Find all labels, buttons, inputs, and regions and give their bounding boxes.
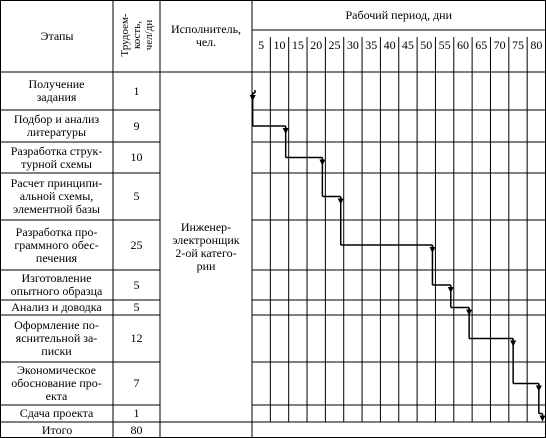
executor: Инженер- электронщик 2-ой катего- рии [172,220,240,273]
labor-header: Трудоем- кость, чел/дн [119,13,155,57]
stage-name: Оформление по- яснительной за- писки [14,318,99,358]
stage-duration: 12 [130,331,143,345]
stage-name: Подбор и анализ литературы [13,112,100,139]
day-label: 75 [511,37,524,52]
stage-duration: 1 [133,406,140,420]
day-label: 65 [475,37,488,52]
day-label: 45 [401,37,414,52]
day-label: 35 [365,37,378,52]
stage-name: Разработка про- граммного обес- печения [14,224,99,265]
period-header: Рабочий период, дни [345,7,453,22]
stage-name: Расчет принципи- альной схемы, элементно… [10,176,103,216]
stage-duration: 5 [133,300,140,314]
day-label: 15 [291,37,304,52]
stage-name: Сдача проекта [19,406,94,420]
day-label: 40 [383,37,396,52]
executor-header: Исполнитель, чел. [170,22,242,49]
stage-name: Анализ и доводка [11,300,102,314]
stage-duration: 9 [133,118,140,133]
total-label: Итого [41,422,73,437]
stage-name: Получение задания [28,77,85,104]
stage-duration: 5 [133,189,140,203]
step-arrow [539,415,546,422]
stage-duration: 25 [130,237,143,252]
total-value: 80 [130,422,143,437]
day-label: 25 [328,37,341,52]
stage-name: Экономическое обоснование про- екта [11,363,102,403]
day-label: 70 [493,37,506,52]
stage-duration: 5 [133,277,140,292]
day-label: 10 [273,37,286,52]
day-label: 80 [530,37,543,52]
stage-duration: 1 [133,83,140,98]
day-label: 5 [258,37,265,52]
day-label: 60 [456,37,469,52]
stage-duration: 7 [133,376,140,390]
stage-name: Разработка струк- турной схемы [10,143,103,171]
stage-name: Изготовление опытного образца [10,271,103,298]
day-label: 55 [438,37,451,52]
day-label: 20 [310,37,323,52]
stage-header: Этапы [40,28,74,43]
day-label: 50 [420,37,433,52]
stage-duration: 10 [130,150,143,164]
day-label: 30 [346,37,359,52]
